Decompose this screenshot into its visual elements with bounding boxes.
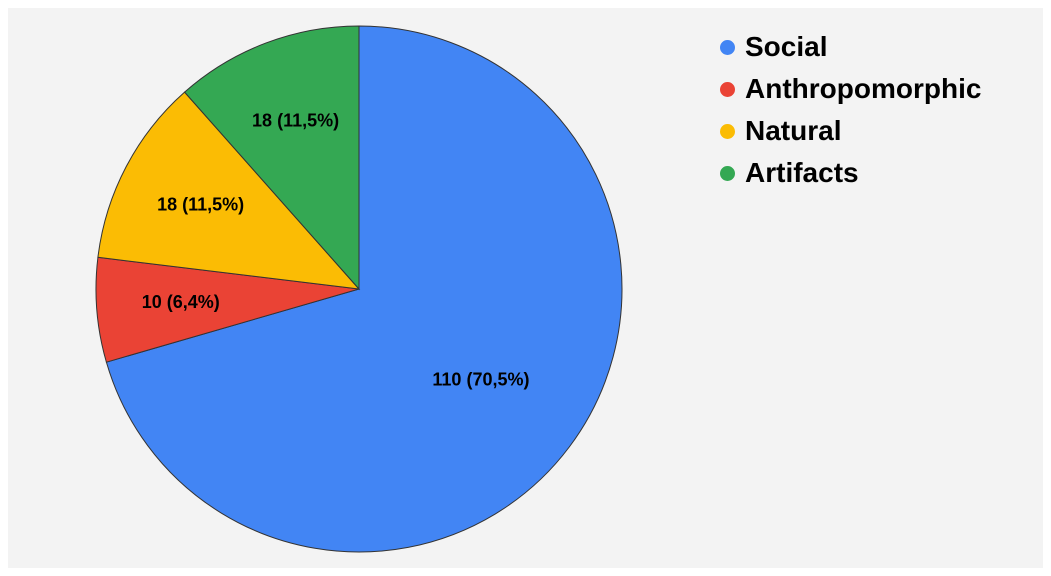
pie-slice-artifacts[interactable]: [183, 25, 360, 291]
legend-item-artifacts[interactable]: Artifacts: [720, 152, 1040, 194]
slice-label-natural: 18 (11,5%): [157, 195, 244, 215]
slice-label-anthropomorphic: 10 (6,4%): [142, 292, 220, 312]
legend-label: Anthropomorphic: [745, 73, 982, 104]
slice-label-artifacts: 18 (11,5%): [252, 111, 339, 131]
legend-dot-icon: [720, 39, 735, 55]
legend-dot-icon: [720, 165, 735, 181]
pie-slice-social[interactable]: [105, 25, 623, 553]
pie-slice-natural[interactable]: [97, 91, 361, 290]
legend-dot-icon: [720, 81, 735, 97]
slice-label-social: 110 (70,5%): [432, 369, 529, 389]
legend: Social Anthropomorphic Natural Artifacts: [720, 26, 1040, 194]
pie-chart: 110 (70,5%) 10 (6,4%) 18 (11,5%) 18 (11,5%): [95, 25, 623, 553]
legend-label: Artifacts: [745, 157, 859, 188]
legend-item-social[interactable]: Social: [720, 26, 1040, 68]
legend-label: Social: [745, 31, 828, 62]
legend-item-anthropomorphic[interactable]: Anthropomorphic: [720, 68, 1040, 110]
chart-panel: 110 (70,5%) 10 (6,4%) 18 (11,5%) 18 (11,5%)…: [8, 8, 1043, 568]
legend-label: Natural: [745, 115, 842, 146]
legend-dot-icon: [720, 123, 735, 139]
legend-item-natural[interactable]: Natural: [720, 110, 1040, 152]
